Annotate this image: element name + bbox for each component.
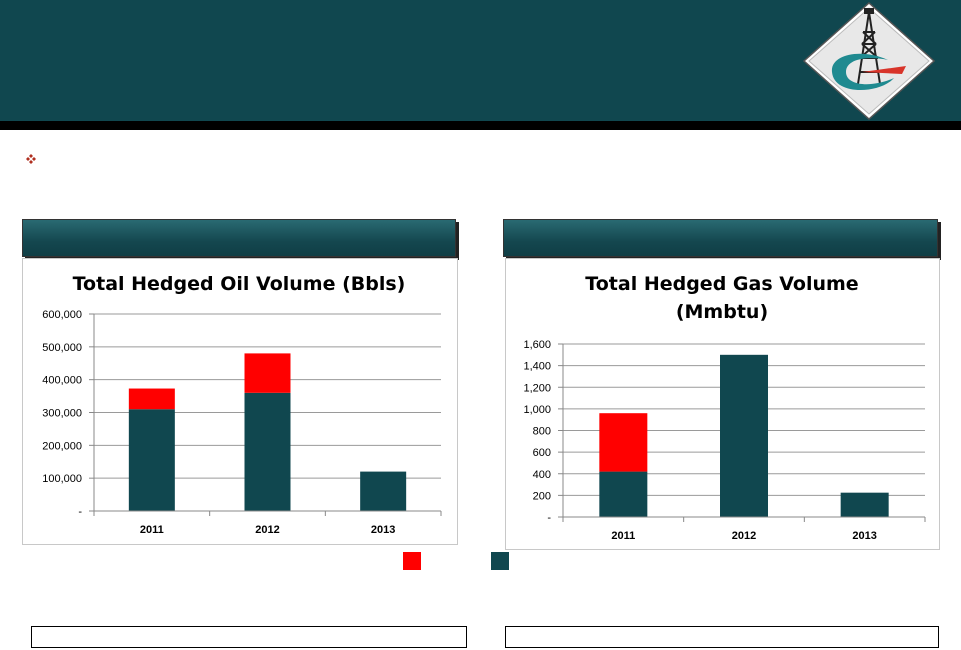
company-logo [802, 2, 936, 120]
y-tick-label: 500,000 [42, 342, 82, 354]
y-tick-label: - [78, 506, 82, 518]
y-tick-label: 300,000 [42, 408, 82, 420]
oil-chart-panel: Total Hedged Oil Volume (Bbls) - 100,000 20… [22, 258, 458, 545]
bar-2012-series-1 [244, 353, 291, 393]
y-tick-label: 200,000 [42, 440, 82, 452]
bar-2011-series-0 [599, 471, 648, 517]
x-tick-label: 2011 [611, 530, 635, 542]
bar-2012-series-0 [244, 392, 291, 511]
y-tick-label: 800 [533, 426, 551, 438]
chart-title: Total Hedged Gas Volume [585, 273, 858, 295]
oil-section-header [22, 219, 456, 257]
y-tick-label: 1,400 [523, 361, 551, 373]
y-tick-label: 600 [533, 447, 551, 459]
y-tick-label: 1,200 [523, 382, 551, 394]
bar-2012-series-0 [720, 354, 768, 517]
header-banner [0, 0, 961, 121]
oil-hedged-volume-chart: Total Hedged Oil Volume (Bbls) - 100,000 20… [42, 273, 442, 536]
y-tick-label: 200 [533, 490, 551, 502]
x-tick-label: 2011 [140, 524, 164, 536]
y-tick-label: 100,000 [42, 473, 82, 485]
four-diamond-bullet-icon [26, 154, 36, 164]
gas-hedged-volume-chart: Total Hedged Gas Volume (Mmbtu) - 200 400 600… [523, 273, 926, 542]
bar-2013-series-0 [840, 492, 889, 517]
y-tick-label: 1,600 [523, 339, 551, 351]
legend-swatch-red [403, 552, 421, 570]
chart-title: (Mmbtu) [676, 301, 768, 323]
legend-swatch-dark [491, 552, 509, 570]
chart-title: Total Hedged Oil Volume (Bbls) [73, 273, 406, 295]
y-tick-label: 1,000 [523, 404, 551, 416]
gas-section-header [503, 219, 938, 257]
bar-2013-series-0 [360, 471, 407, 511]
bar-2011-series-1 [128, 388, 175, 410]
gas-footnote-box [505, 626, 939, 648]
gas-chart-panel: Total Hedged Gas Volume (Mmbtu) - 200 400 600… [505, 258, 940, 550]
y-tick-label: 400 [533, 469, 551, 481]
y-tick-label: 600,000 [42, 309, 82, 321]
header-divider [0, 121, 961, 130]
oil-footnote-box [31, 626, 467, 648]
bar-2011-series-1 [599, 413, 648, 472]
bar-2011-series-0 [128, 409, 175, 511]
x-tick-label: 2012 [255, 524, 279, 536]
x-tick-label: 2013 [852, 530, 876, 542]
x-tick-label: 2013 [371, 524, 395, 536]
y-tick-label: - [547, 512, 551, 524]
y-tick-label: 400,000 [42, 375, 82, 387]
x-tick-label: 2012 [732, 530, 756, 542]
